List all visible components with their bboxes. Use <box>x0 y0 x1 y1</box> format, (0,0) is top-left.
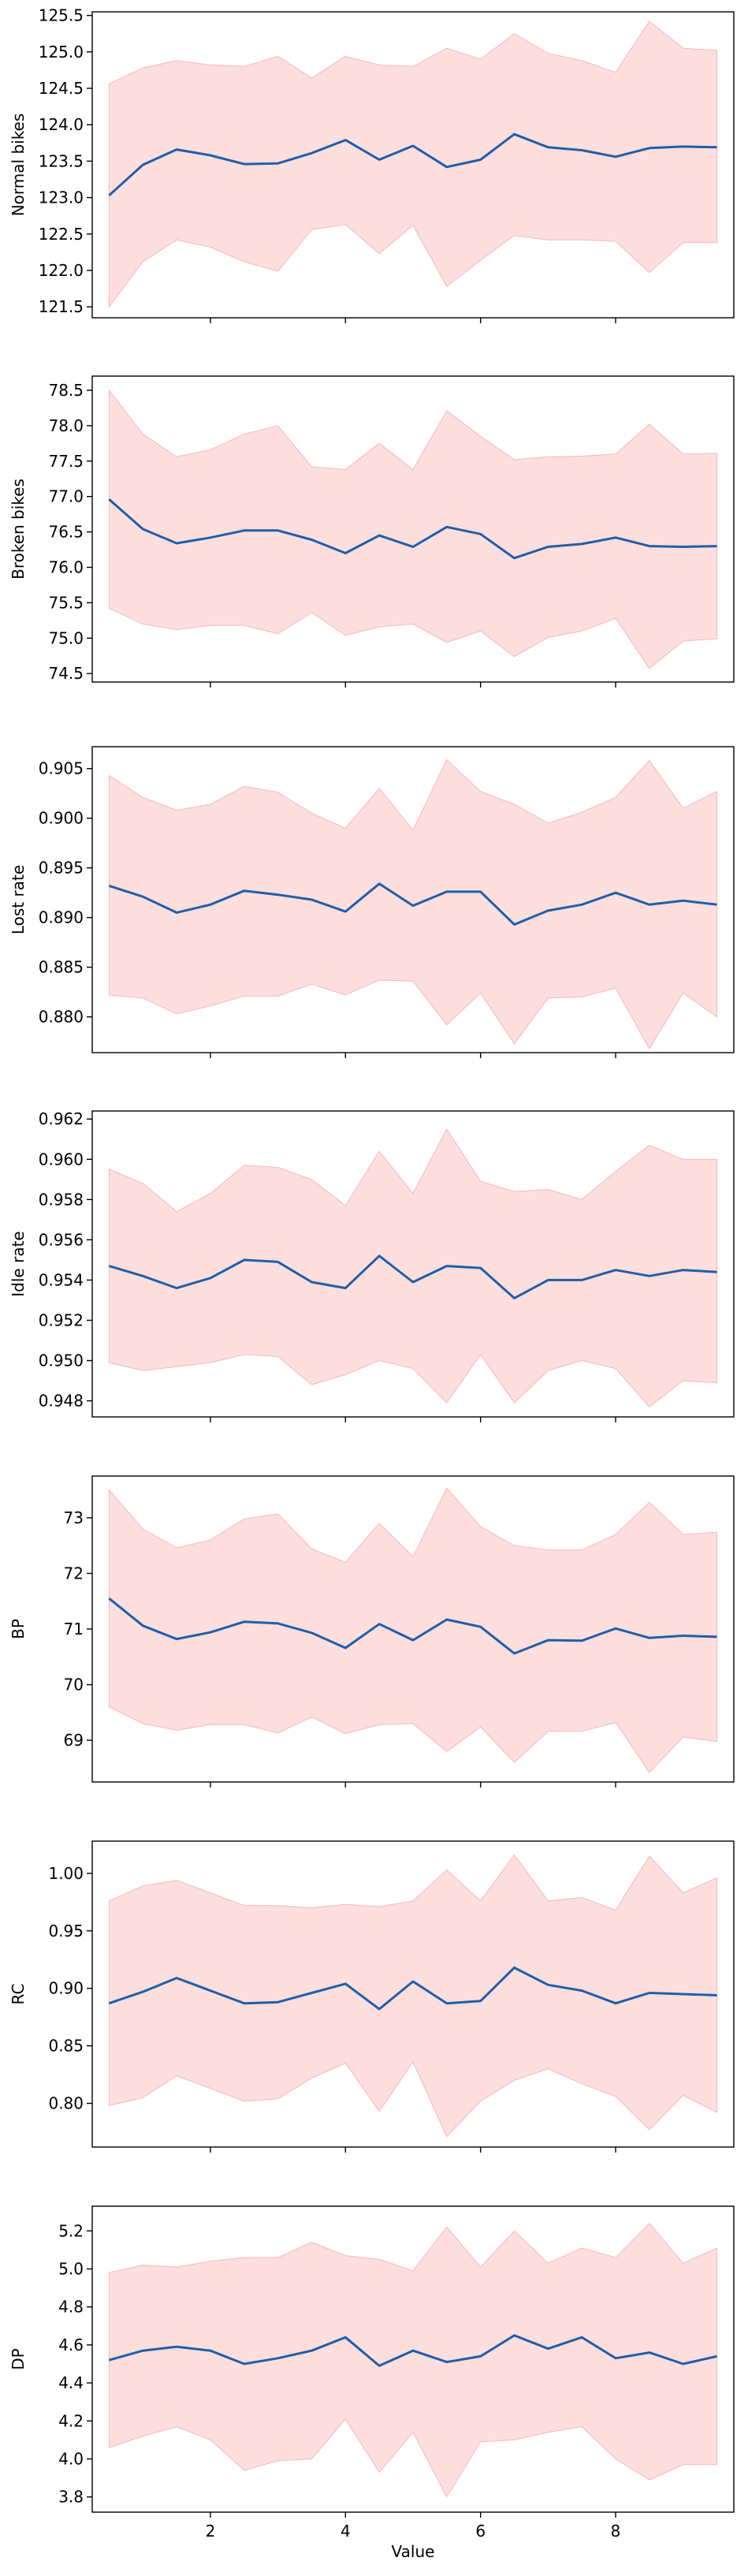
y-axis-label: Idle rate <box>9 1231 28 1296</box>
y-axis-label: BP <box>9 1619 28 1639</box>
plot-frame <box>91 11 735 319</box>
y-tick-label: 0.962 <box>39 1109 84 1128</box>
y-tick-label: 0.950 <box>39 1351 84 1370</box>
y-tick-label: 0.895 <box>39 859 84 878</box>
mean-line <box>108 498 717 560</box>
confidence-band <box>108 21 718 308</box>
mean-line <box>108 1966 717 2011</box>
mean-line <box>108 1597 717 1655</box>
y-tick-label: 77.5 <box>48 452 84 471</box>
subplot-6: 0.80 0.85 0.90 0.95 1.00 RC <box>9 1840 735 2153</box>
confidence-band <box>108 1854 718 2138</box>
y-axis-label: RC <box>9 1984 28 2005</box>
y-tick-label: 0.954 <box>39 1270 84 1289</box>
subplot-3: 0.880 0.885 0.890 0.895 0.900 0.905 Lost rate <box>9 746 735 1058</box>
y-tick-label: 4.4 <box>58 2373 84 2392</box>
y-tick-label: 122.5 <box>39 225 84 244</box>
y-tick-label: 72 <box>64 1564 84 1583</box>
y-tick-label: 73 <box>64 1508 84 1527</box>
y-tick-label: 124.0 <box>39 115 84 134</box>
y-tick-label: 4.8 <box>58 2298 84 2317</box>
x-tick-label: 4 <box>341 2522 351 2541</box>
mean-line <box>108 882 717 926</box>
subplot-7: 3.8 4.0 4.2 4.4 4.6 4.8 5.0 5.2 2 4 6 8 DP Value <box>9 2205 735 2561</box>
y-tick-label: 0.880 <box>39 1008 84 1027</box>
mean-line <box>108 1254 717 1299</box>
subplot-4: 0.948 0.950 0.952 0.954 0.956 0.958 0.960 0.962… <box>9 1109 735 1422</box>
y-tick-label: 123.0 <box>39 188 84 207</box>
confidence-band <box>108 1128 718 1407</box>
plot-frame <box>91 2205 735 2513</box>
y-tick-label: 0.885 <box>39 958 84 977</box>
confidence-band <box>108 2222 718 2498</box>
y-axis-label: Broken bikes <box>9 479 28 580</box>
y-tick-label: 125.0 <box>39 43 84 62</box>
x-tick-label: 2 <box>206 2522 216 2541</box>
mean-line <box>108 2334 717 2367</box>
x-tick-label: 8 <box>611 2522 621 2541</box>
x-axis-label: Value <box>392 2542 435 2561</box>
confidence-band <box>108 389 718 669</box>
y-axis-label: Normal bikes <box>9 114 28 217</box>
y-tick-label: 69 <box>64 1731 84 1750</box>
subplot-5: 69 70 71 72 73 BP <box>9 1475 735 1788</box>
y-tick-label: 121.5 <box>39 297 84 316</box>
y-tick-label: 0.958 <box>39 1190 84 1209</box>
y-tick-label: 0.890 <box>39 908 84 927</box>
plot-frame <box>91 1840 735 2148</box>
subplot-2: 74.5 75.0 75.5 76.0 76.5 77.0 77.5 78.0 78.5 Brok… <box>9 375 735 688</box>
y-tick-label: 74.5 <box>48 664 84 683</box>
y-tick-label: 0.900 <box>39 809 84 828</box>
y-tick-label: 123.5 <box>39 151 84 170</box>
plot-frame <box>91 746 735 1053</box>
y-tick-label: 71 <box>64 1620 84 1638</box>
y-tick-label: 0.956 <box>39 1230 84 1249</box>
y-tick-label: 0.95 <box>48 1922 84 1940</box>
y-tick-label: 0.85 <box>48 2037 84 2056</box>
subplot-1: 121.5 122.0 122.5 123.0 123.5 124.0 124.5 125.0… <box>9 6 735 323</box>
y-tick-label: 70 <box>64 1676 84 1694</box>
y-tick-label: 0.905 <box>39 759 84 778</box>
y-tick-label: 76.5 <box>48 523 84 542</box>
y-axis-label: DP <box>9 2348 28 2369</box>
y-tick-label: 5.2 <box>58 2221 84 2240</box>
plot-frame <box>91 1110 735 1418</box>
y-tick-label: 124.5 <box>39 79 84 98</box>
y-tick-label: 77.0 <box>48 487 84 506</box>
y-tick-label: 4.6 <box>58 2336 84 2354</box>
y-tick-label: 0.948 <box>39 1392 84 1411</box>
y-tick-label: 5.0 <box>58 2260 84 2279</box>
y-tick-label: 75.0 <box>48 628 84 647</box>
y-tick-label: 125.5 <box>39 6 84 25</box>
plot-frame <box>91 375 735 683</box>
mean-line <box>108 132 717 196</box>
y-tick-label: 1.00 <box>48 1864 84 1883</box>
y-tick-label: 0.80 <box>48 2094 84 2113</box>
y-tick-label: 3.8 <box>58 2488 84 2507</box>
y-tick-label: 4.0 <box>58 2450 84 2469</box>
confidence-band <box>108 759 718 1049</box>
y-tick-label: 78.5 <box>48 381 84 400</box>
confidence-band <box>108 1487 718 1773</box>
y-tick-label: 0.960 <box>39 1150 84 1169</box>
y-tick-label: 76.0 <box>48 558 84 577</box>
y-tick-label: 4.2 <box>58 2411 84 2430</box>
y-tick-label: 75.5 <box>48 593 84 612</box>
y-tick-label: 0.952 <box>39 1310 84 1329</box>
y-tick-label: 122.0 <box>39 261 84 280</box>
x-tick-label: 6 <box>475 2522 486 2541</box>
y-tick-label: 78.0 <box>48 416 84 435</box>
y-tick-label: 0.90 <box>48 1979 84 1998</box>
y-axis-label: Lost rate <box>9 865 28 934</box>
